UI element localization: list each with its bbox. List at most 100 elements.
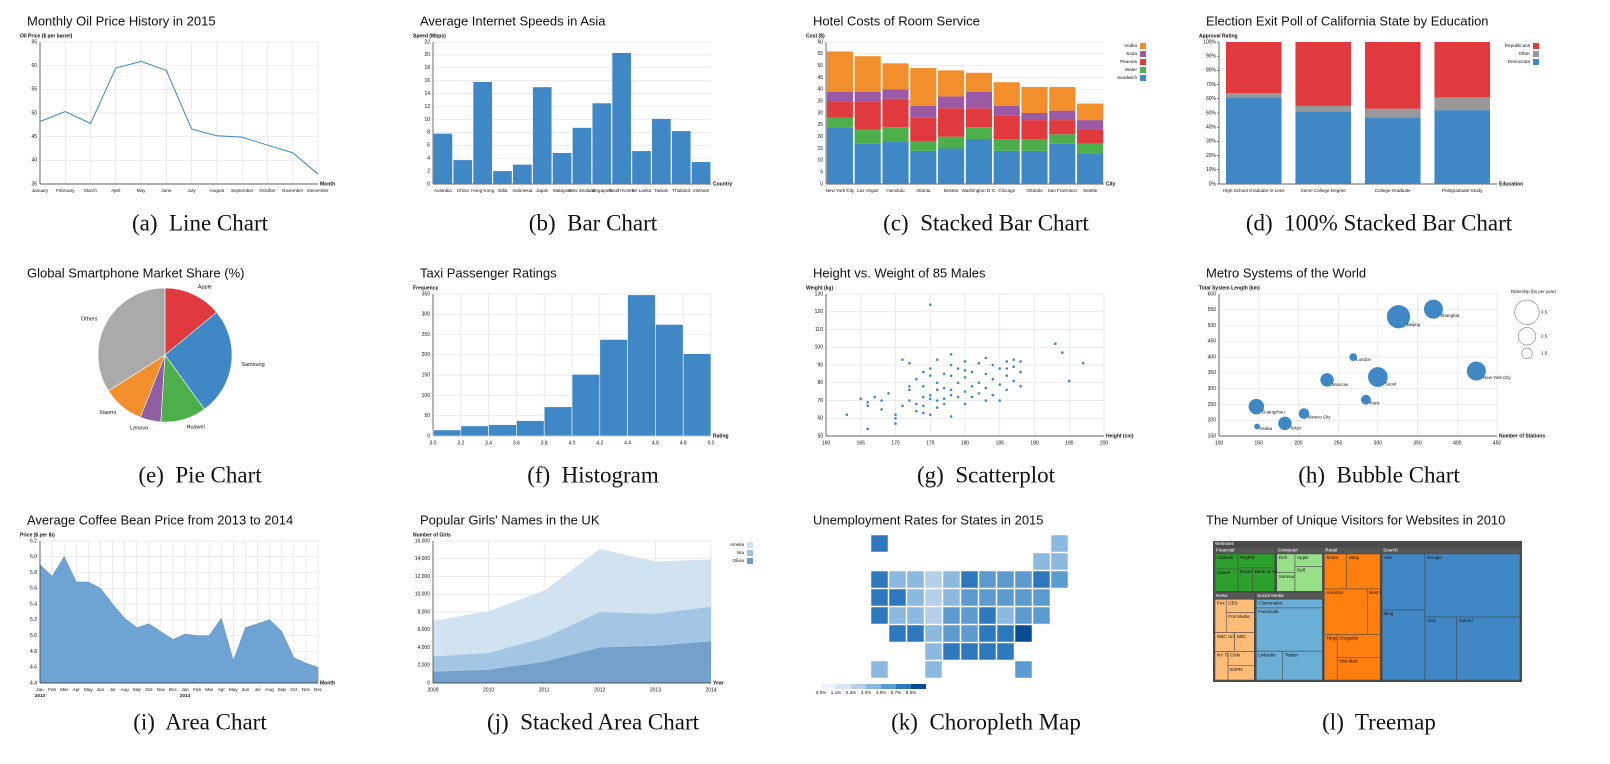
x-tick-label: 2010 [483, 687, 494, 693]
treemap-cell [1424, 553, 1521, 618]
chart-title: Height vs. Weight of 85 Males [813, 265, 986, 280]
histogram-bar [682, 353, 712, 437]
y-tick-label: 5.2 [30, 617, 37, 623]
x-tick-label: Feb [193, 687, 201, 692]
cell-label: Dell [1279, 555, 1287, 560]
y-tick-label: 20 [424, 52, 430, 58]
legend-swatch [1140, 67, 1146, 73]
state [960, 606, 979, 625]
chart-title: Election Exit Poll of California State b… [1206, 13, 1489, 28]
state [978, 588, 997, 607]
legend-swatch [1140, 43, 1146, 49]
x-axis-label: Rating [713, 433, 729, 439]
x-tick-label: Jul [110, 687, 116, 692]
bar [473, 82, 492, 184]
point [859, 397, 863, 401]
state [906, 606, 925, 625]
x-tick-label: Sri Lanka [632, 188, 652, 193]
x-tick-label: College Graduate [1375, 188, 1411, 193]
caption: (f) Histogram [527, 462, 659, 487]
y-tick-label: 10 [424, 117, 430, 123]
histogram-bar [627, 294, 656, 437]
legend-swatch [1140, 51, 1146, 57]
cell-label: Dell [1297, 568, 1305, 573]
legend-swatch [747, 550, 753, 556]
x-tick-label: 4.0 [569, 440, 576, 446]
state [1050, 552, 1069, 571]
bar-segment [965, 139, 992, 184]
bar-segment [1225, 93, 1282, 98]
bar-segment [1049, 120, 1076, 135]
point [894, 416, 897, 420]
x-tick-label: August [210, 188, 225, 193]
x-tick-label: 4.4 [624, 440, 631, 446]
y-tick-label: 450 [1208, 339, 1217, 345]
y-tick-label: 20% [1206, 153, 1217, 159]
y-tick-label: 45 [817, 75, 823, 81]
treemap-cell [1256, 650, 1283, 681]
cell-label: Bank of America [1255, 569, 1289, 574]
bar-segment [1077, 143, 1104, 154]
x-axis-label: Education [1499, 181, 1523, 187]
x-tick-label: Chicago [998, 188, 1015, 193]
x-tick-label: Jan [36, 687, 44, 692]
legend-swatch [896, 684, 911, 689]
x-tick-label: Nov [157, 687, 166, 692]
legend-swatch [836, 684, 851, 689]
x-tick-label: Singapore [591, 188, 612, 193]
bubble-label: Guangzhou [1262, 409, 1285, 414]
y-tick-label: 8,000 [417, 609, 430, 615]
group-label: Social Media [1257, 593, 1284, 598]
bar-segment [1021, 139, 1048, 151]
histogram-bar [432, 429, 462, 437]
point [949, 393, 953, 397]
legend-label: Republicans [1505, 43, 1531, 48]
bar-segment [826, 101, 853, 118]
y-tick-label: 16 [424, 78, 430, 84]
y-tick-label: 40 [31, 158, 37, 164]
cell-label: Citibank [1217, 555, 1234, 560]
point [894, 422, 897, 425]
bar-segment [1225, 97, 1282, 184]
point [949, 388, 953, 392]
y-tick-label: 14,000 [415, 556, 431, 562]
point [1019, 360, 1022, 363]
x-tick-label: Feb [48, 687, 56, 692]
state [870, 606, 889, 625]
legend-label: Vodka [1124, 43, 1137, 48]
x-tick-label: Aug [121, 687, 130, 692]
bar-segment [938, 136, 965, 149]
point [866, 400, 869, 404]
x-tick-label: May [229, 687, 238, 692]
y-tick-label: 4.4 [30, 680, 37, 686]
point [901, 404, 904, 408]
state [888, 624, 907, 643]
state [870, 660, 889, 679]
cell-label: PayPal [1240, 555, 1255, 560]
x-tick-label: Atlanta [916, 188, 931, 193]
y-axis-label: Weight (kg) [806, 285, 833, 291]
y-tick-label: 5.8 [30, 570, 37, 576]
point [949, 353, 953, 356]
y-tick-label: 300 [422, 312, 431, 318]
x-tick-label: May [137, 188, 146, 193]
size-legend-circle [1518, 327, 1536, 346]
bubble-label: Tokyo [1290, 425, 1302, 430]
cell-label: NBC [1237, 634, 1247, 639]
x-tick-label: Aug [266, 687, 275, 692]
state [888, 588, 907, 607]
state [996, 606, 1015, 625]
bar-segment [1049, 143, 1076, 184]
bar-segment [965, 108, 992, 128]
legend-label: Sandwich [1117, 75, 1137, 80]
x-tick-label: Seattle [1083, 188, 1098, 193]
state [1032, 606, 1051, 625]
treemap-cell [1227, 665, 1255, 681]
state [960, 588, 979, 607]
point [1012, 379, 1015, 383]
size-legend-title: Ridership (bn per year) [1511, 289, 1556, 294]
y-tick-label: 2 [427, 168, 430, 174]
bubble-label: New York City [1483, 375, 1511, 380]
x-axis-label: Month [320, 181, 335, 187]
bar-segment [993, 139, 1020, 151]
